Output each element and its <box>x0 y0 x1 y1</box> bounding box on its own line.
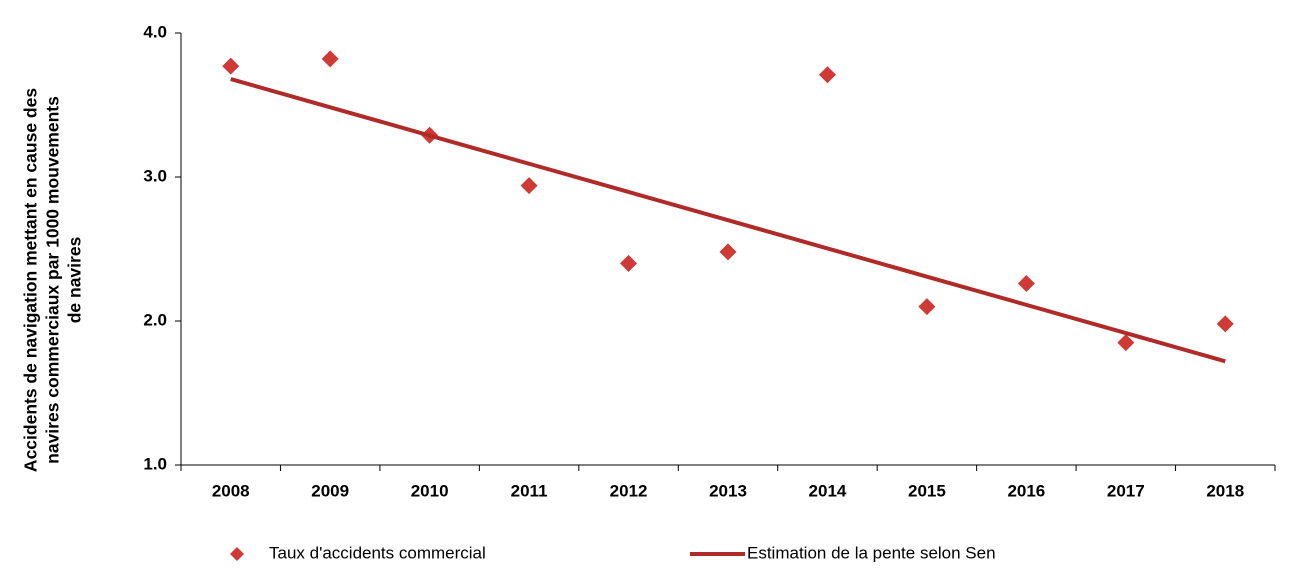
x-tick-label: 2008 <box>212 481 250 500</box>
point <box>1017 275 1035 293</box>
y-tick-label: 4.0 <box>143 22 167 41</box>
legend-label: Taux d'accidents commercial <box>269 543 486 562</box>
x-tick-label: 2015 <box>908 481 946 500</box>
x-tick-label: 2018 <box>1206 481 1244 500</box>
y-axis-label-line: navires commerciaux par 1000 mouvements <box>43 96 63 464</box>
x-tick-label: 2014 <box>809 481 847 500</box>
point <box>222 57 240 75</box>
y-axis-label-line: Accidents de navigation mettant en cause… <box>21 88 41 472</box>
x-tick-label: 2010 <box>411 481 449 500</box>
x-tick-label: 2011 <box>511 481 548 500</box>
x-tick-label: 2013 <box>709 481 747 500</box>
x-tick-label: 2009 <box>311 481 349 500</box>
x-tick-label: 2017 <box>1107 481 1145 500</box>
point <box>321 50 339 68</box>
y-axis-label-line: de navires <box>65 236 85 323</box>
point <box>719 243 737 261</box>
y-tick-label: 2.0 <box>143 310 167 329</box>
x-tick-label: 2016 <box>1007 481 1045 500</box>
point <box>1117 334 1135 352</box>
legend-label: Estimation de la pente selon Sen <box>747 543 996 562</box>
point <box>620 254 638 272</box>
y-axis-label: Accidents de navigation mettant en cause… <box>21 88 85 472</box>
point <box>818 66 836 84</box>
y-tick-label: 3.0 <box>143 166 167 185</box>
point <box>1216 315 1234 333</box>
trend-line <box>230 77 1226 364</box>
legend-marker <box>230 547 244 561</box>
point <box>918 298 936 316</box>
x-tick-label: 2012 <box>610 481 648 500</box>
y-tick-label: 1.0 <box>143 454 167 473</box>
point <box>520 177 538 195</box>
